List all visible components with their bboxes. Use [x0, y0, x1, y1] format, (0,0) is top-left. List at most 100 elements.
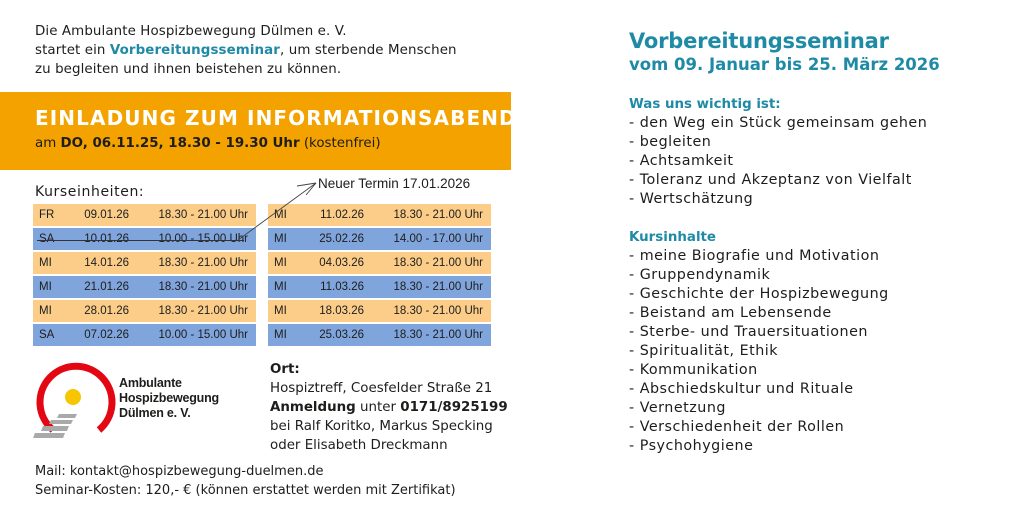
list-item: - Geschichte der Hospizbewegung: [629, 286, 889, 302]
schedule-left-column: FR 09.01.26 18.30 - 21.00 Uhr SA 10.01.26 10.…: [33, 204, 256, 348]
contacts-line-2: oder Elisabeth Dreckmann: [270, 438, 448, 453]
schedule-row: MI 11.02.26 18.30 - 21.00 Uhr: [268, 204, 491, 226]
logo-line-2: Hospizbewegung: [119, 391, 219, 405]
organization-logo: Ambulante Hospizbewegung Dülmen e. V.: [33, 360, 243, 444]
schedule-date: 09.01.26: [84, 209, 129, 221]
list-item: - Psychohygiene: [629, 438, 754, 454]
schedule-day: MI: [274, 209, 287, 221]
schedule-day: FR: [39, 209, 55, 221]
schedule-row: MI 25.03.26 18.30 - 21.00 Uhr: [268, 324, 491, 346]
schedule-day: MI: [39, 305, 52, 317]
intro-highlight: Vorbereitungsseminar: [109, 43, 281, 58]
schedule-time: 10.00 - 15.00 Uhr: [158, 233, 248, 245]
list-item: - Spiritualität, Ethik: [629, 343, 779, 359]
contents-list: - meine Biografie und Motivation - Gruppe…: [629, 247, 1009, 456]
values-heading: Was uns wichtig ist:: [629, 97, 781, 112]
schedule-date: 14.01.26: [84, 257, 129, 269]
seminar-cost: Seminar-Kosten: 120,- € (können erstatte…: [35, 483, 456, 498]
list-item: - meine Biografie und Motivation: [629, 248, 880, 264]
banner-subtitle: am DO, 06.11.25, 18.30 - 19.30 Uhr (kost…: [35, 136, 381, 151]
schedule-row: MI 28.01.26 18.30 - 21.00 Uhr: [33, 300, 256, 322]
seminar-overview: Vorbereitungsseminar vom 09. Januar bis …: [629, 28, 1009, 456]
schedule-day: SA: [39, 233, 55, 245]
banner-title: EINLADUNG ZUM INFORMATIONSABEND: [35, 106, 517, 130]
logo-mark-icon: [33, 362, 116, 438]
intro-text: Die Ambulante Hospizbewegung Dülmen e. V…: [35, 22, 457, 79]
logo-sun: [65, 389, 81, 405]
schedule-day: MI: [274, 305, 287, 317]
schedule-time: 18.30 - 21.00 Uhr: [158, 305, 248, 317]
schedule-date: 11.03.26: [320, 281, 364, 293]
schedule-date: 18.03.26: [319, 305, 364, 317]
schedule-date: 07.02.26: [84, 329, 129, 341]
intro-line-2: startet ein Vorbereitungsseminar, um ste…: [35, 41, 457, 60]
footer-info: Mail: kontakt@hospizbewegung-duelmen.de …: [35, 462, 456, 500]
schedule-day: MI: [274, 257, 287, 269]
schedule-row: MI 21.01.26 18.30 - 21.00 Uhr: [33, 276, 256, 298]
registration-label: Anmeldung: [270, 400, 356, 415]
intro-line-3: zu begleiten und ihnen beistehen zu könn…: [35, 62, 342, 77]
list-item: - Kommunikation: [629, 362, 758, 378]
contact-mail[interactable]: Mail: kontakt@hospizbewegung-duelmen.de: [35, 464, 324, 479]
schedule-time: 18.30 - 21.00 Uhr: [393, 209, 483, 221]
schedule-row: MI 18.03.26 18.30 - 21.00 Uhr: [268, 300, 491, 322]
schedule-day: MI: [274, 329, 287, 341]
location-address: Hospiztreff, Coesfelder Straße 21: [270, 381, 493, 396]
list-item: - Verschiedenheit der Rollen: [629, 419, 845, 435]
list-item: - Beistand am Lebensende: [629, 305, 832, 321]
schedule-date: 25.02.26: [319, 233, 364, 245]
schedule-right-column: MI 11.02.26 18.30 - 21.00 Uhr MI 25.02.26 14.…: [268, 204, 491, 348]
schedule-time: 10.00 - 15.00 Uhr: [158, 329, 248, 341]
schedule-time: 18.30 - 21.00 Uhr: [158, 281, 248, 293]
schedule-time: 18.30 - 21.00 Uhr: [393, 329, 483, 341]
schedule-row: SA 10.01.26 10.00 - 15.00 Uhr: [33, 228, 256, 250]
contacts-line-1: bei Ralf Koritko, Markus Specking: [270, 419, 493, 434]
banner-date-time: DO, 06.11.25, 18.30 - 19.30 Uhr: [60, 136, 300, 151]
list-item: - Wertschätzung: [629, 191, 754, 207]
intro-line-1: Die Ambulante Hospizbewegung Dülmen e. V…: [35, 24, 347, 39]
registration-mid: unter: [355, 400, 401, 415]
logo-line-3: Dülmen e. V.: [119, 406, 191, 420]
schedule-date: 28.01.26: [84, 305, 129, 317]
list-item: - den Weg ein Stück gemeinsam gehen: [629, 115, 928, 131]
intro-line-2-post: , um sterbende Menschen: [280, 43, 457, 58]
schedule-row: MI 04.03.26 18.30 - 21.00 Uhr: [268, 252, 491, 274]
list-item: - Abschiedskultur und Rituale: [629, 381, 854, 397]
seminar-title: Vorbereitungsseminar: [629, 29, 889, 53]
schedule-row: MI 14.01.26 18.30 - 21.00 Uhr: [33, 252, 256, 274]
registration-phone[interactable]: 0171/8925199: [400, 400, 508, 415]
location-info: Ort: Hospiztreff, Coesfelder Straße 21 A…: [270, 360, 508, 455]
new-date-note: Neuer Termin 17.01.2026: [318, 176, 471, 191]
schedule-day: MI: [274, 281, 287, 293]
intro-line-2-pre: startet ein: [35, 43, 110, 58]
logo-name: Ambulante Hospizbewegung Dülmen e. V.: [119, 376, 219, 421]
contents-heading: Kursinhalte: [629, 230, 717, 245]
list-item: - Sterbe- und Trauersituationen: [629, 324, 868, 340]
schedule-label: Kurseinheiten:: [35, 184, 145, 200]
schedule-date: 10.01.26: [84, 233, 129, 245]
schedule-day: MI: [39, 257, 52, 269]
schedule-day: SA: [39, 329, 55, 341]
location-label: Ort:: [270, 362, 300, 377]
schedule-day: MI: [39, 281, 52, 293]
schedule-date: 25.03.26: [319, 329, 364, 341]
values-list: - den Weg ein Stück gemeinsam gehen - beg…: [629, 114, 1009, 209]
schedule-time: 18.30 - 21.00 Uhr: [393, 257, 483, 269]
logo-ring: [36, 362, 116, 433]
schedule-row: MI 11.03.26 18.30 - 21.00 Uhr: [268, 276, 491, 298]
list-item: - Gruppendynamik: [629, 267, 771, 283]
schedule-row: MI 25.02.26 14.00 - 17.00 Uhr: [268, 228, 491, 250]
schedule-date: 04.03.26: [319, 257, 364, 269]
registration-line: Anmeldung unter 0171/8925199: [270, 398, 508, 417]
schedule-time: 18.30 - 21.00 Uhr: [393, 281, 483, 293]
schedule-time: 18.30 - 21.00 Uhr: [158, 209, 248, 221]
list-item: - Achtsamkeit: [629, 153, 734, 169]
schedule-day: MI: [274, 233, 287, 245]
schedule-time: 14.00 - 17.00 Uhr: [393, 233, 483, 245]
seminar-dates: vom 09. Januar bis 25. März 2026: [629, 55, 940, 74]
list-item: - Toleranz und Akzeptanz von Vielfalt: [629, 172, 912, 188]
schedule-time: 18.30 - 21.00 Uhr: [158, 257, 248, 269]
schedule-time: 18.30 - 21.00 Uhr: [393, 305, 483, 317]
schedule-date: 21.01.26: [84, 281, 129, 293]
banner-sub-post: (kostenfrei): [299, 136, 381, 151]
